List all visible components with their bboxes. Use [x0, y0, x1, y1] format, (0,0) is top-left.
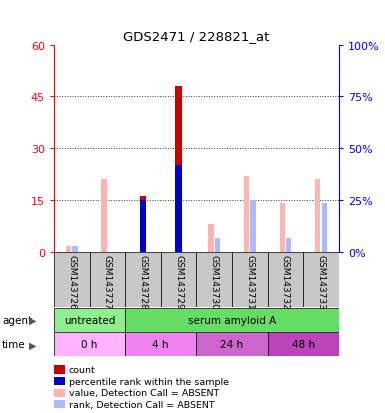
Text: value, Detection Call = ABSENT: value, Detection Call = ABSENT — [69, 388, 219, 397]
Bar — [175, 87, 182, 252]
Text: GSM143727: GSM143727 — [103, 255, 112, 309]
Bar — [208, 224, 214, 252]
Bar — [66, 247, 71, 252]
Text: 48 h: 48 h — [291, 339, 315, 349]
Bar — [140, 197, 146, 252]
Text: 24 h: 24 h — [220, 339, 244, 349]
Text: GSM143730: GSM143730 — [210, 255, 219, 309]
Text: 0 h: 0 h — [81, 339, 98, 349]
Bar — [140, 200, 146, 252]
Text: 4 h: 4 h — [152, 339, 169, 349]
Bar — [286, 238, 291, 252]
Bar — [125, 309, 339, 332]
Text: ▶: ▶ — [29, 339, 37, 349]
Bar — [90, 252, 125, 308]
Text: GSM143729: GSM143729 — [174, 255, 183, 309]
Text: ▶: ▶ — [29, 316, 37, 325]
Bar — [72, 247, 78, 252]
Text: rank, Detection Call = ABSENT: rank, Detection Call = ABSENT — [69, 400, 214, 409]
Bar — [54, 309, 125, 332]
Text: time: time — [2, 339, 25, 349]
Bar — [280, 204, 285, 252]
Title: GDS2471 / 228821_at: GDS2471 / 228821_at — [123, 30, 270, 43]
Bar — [54, 332, 125, 356]
Bar — [161, 252, 196, 308]
Text: percentile rank within the sample: percentile rank within the sample — [69, 377, 229, 386]
Bar — [268, 332, 339, 356]
Text: agent: agent — [2, 316, 32, 325]
Bar — [175, 166, 182, 252]
Bar — [215, 238, 220, 252]
Bar — [321, 204, 327, 252]
Text: GSM143731: GSM143731 — [245, 255, 254, 309]
Text: GSM143733: GSM143733 — [316, 255, 325, 309]
Text: serum amyloid A: serum amyloid A — [188, 316, 276, 325]
Bar — [54, 252, 90, 308]
Bar — [196, 252, 232, 308]
Bar — [125, 332, 196, 356]
Bar — [250, 200, 256, 252]
Bar — [125, 252, 161, 308]
Bar — [268, 252, 303, 308]
Bar — [303, 252, 339, 308]
Bar — [315, 180, 320, 252]
Text: GSM143732: GSM143732 — [281, 255, 290, 309]
Text: GSM143728: GSM143728 — [139, 255, 147, 309]
Text: count: count — [69, 365, 95, 374]
Text: GSM143726: GSM143726 — [67, 255, 76, 309]
Bar — [101, 180, 107, 252]
Bar — [244, 176, 249, 252]
Bar — [196, 332, 268, 356]
Text: untreated: untreated — [64, 316, 115, 325]
Bar — [232, 252, 268, 308]
